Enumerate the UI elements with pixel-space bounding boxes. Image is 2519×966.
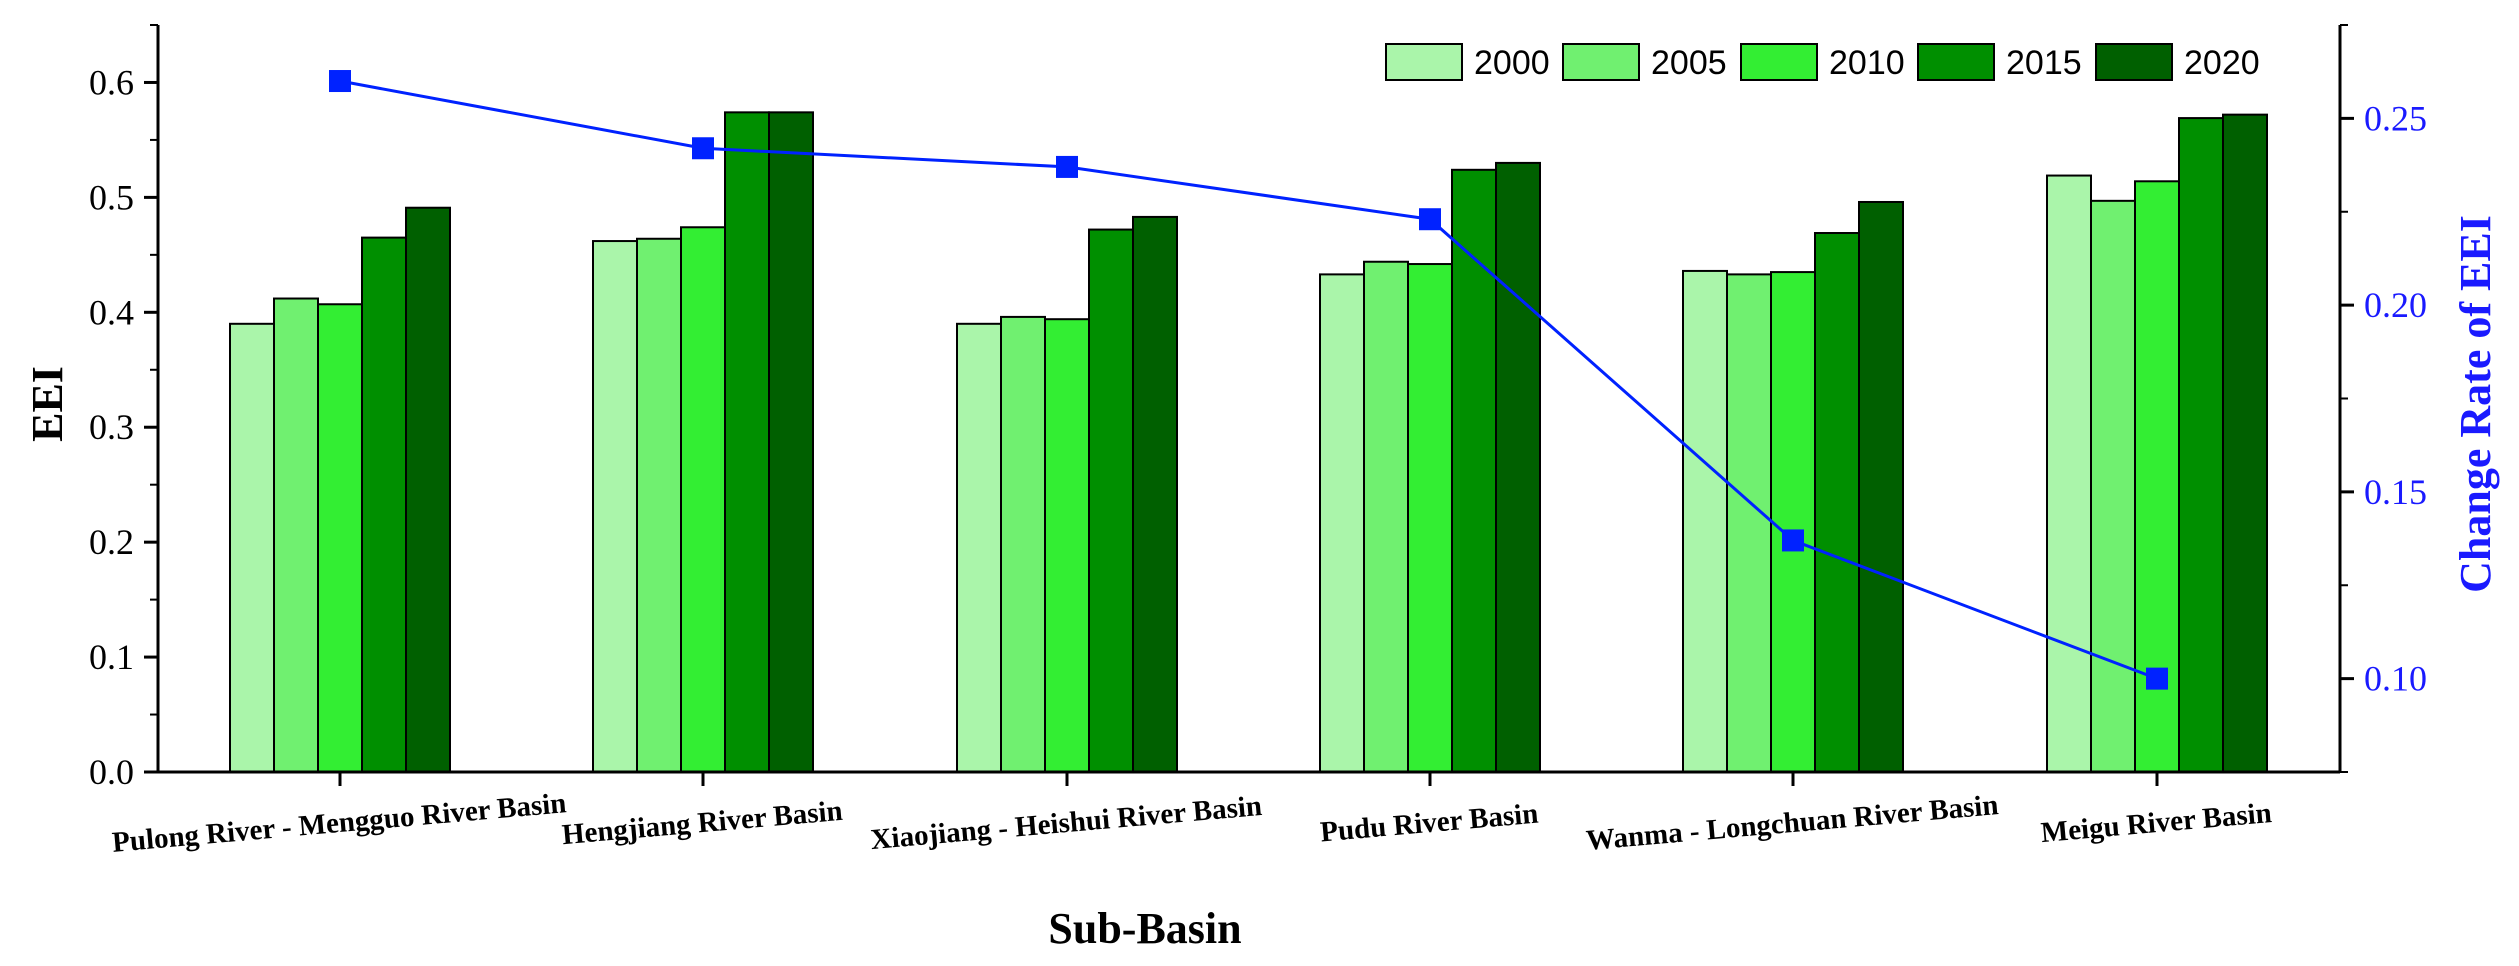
- bar-2000-6: [2046, 174, 2092, 773]
- bar-2020-6: [2222, 113, 2268, 773]
- y2-tick-label: 0.10: [2364, 659, 2427, 699]
- legend-label-2015: 2015: [2006, 44, 2082, 82]
- y2-axis-title: Change Rate of EEI: [2451, 215, 2500, 593]
- bar-2010-1: [317, 303, 363, 773]
- x-axis-title: Sub-Basin: [1048, 904, 1241, 953]
- x-category-label: Wanma - Longchuan River Basin: [1585, 789, 2000, 857]
- x-category-label: Pulong River - Mengguo River Basin: [111, 787, 568, 859]
- x-category-label: Pudu River Basin: [1319, 798, 1540, 849]
- bar-2005-6: [2090, 199, 2136, 773]
- bar-2020-2: [768, 111, 814, 773]
- legend-swatch-2020: [2095, 43, 2173, 81]
- y-tick-label: 0.3: [89, 407, 134, 447]
- y-tick-label: 0.1: [89, 637, 134, 677]
- legend: 2000 2005 2010 2015 2020: [1385, 43, 2260, 82]
- legend-swatch-2010: [1740, 43, 1818, 81]
- change-rate-marker-6: [2146, 667, 2168, 690]
- bar-2000-1: [229, 322, 275, 773]
- change-rate-marker-3: [1056, 155, 1078, 178]
- x-category-label: Meigu River Basin: [2040, 797, 2273, 849]
- bar-2000-4: [1319, 273, 1365, 773]
- bar-2010-4: [1407, 263, 1453, 773]
- bars-layer: [229, 111, 2268, 774]
- legend-swatch-2015: [1917, 43, 1995, 81]
- bar-2015-3: [1088, 228, 1134, 774]
- bar-2005-2: [636, 237, 682, 774]
- change-rate-line: [339, 79, 2158, 681]
- bar-2020-1: [405, 206, 451, 773]
- y-tick-label: 0.5: [89, 177, 134, 217]
- bar-2015-2: [724, 111, 770, 773]
- y-tick-label: 0.6: [89, 62, 134, 102]
- bar-2020-5: [1858, 200, 1904, 773]
- legend-label-2005: 2005: [1651, 44, 1727, 82]
- legend-swatch-2000: [1385, 43, 1463, 81]
- bar-2015-6: [2178, 117, 2224, 773]
- legend-label-2010: 2010: [1829, 44, 1905, 82]
- bar-2005-5: [1726, 273, 1772, 773]
- bar-2015-1: [361, 236, 407, 774]
- change-rate-marker-4: [1419, 208, 1441, 231]
- y2-tick-label: 0.25: [2364, 98, 2427, 138]
- bar-2000-3: [956, 322, 1002, 773]
- bar-2005-3: [1000, 315, 1046, 773]
- y-tick-label: 0.4: [89, 292, 134, 332]
- bar-2015-5: [1814, 232, 1860, 774]
- bar-2000-2: [592, 240, 638, 774]
- change-rate-marker-2: [692, 137, 714, 160]
- y-axis-title: EEI: [23, 366, 72, 442]
- bar-2005-1: [273, 297, 319, 773]
- bar-2000-5: [1682, 269, 1728, 773]
- bar-2020-4: [1495, 161, 1541, 773]
- y-tick-label: 0.0: [89, 752, 134, 792]
- x-category-label: Hengjiang River Basin: [561, 795, 844, 851]
- legend-label-2000: 2000: [1474, 44, 1550, 82]
- change-rate-marker-1: [329, 70, 351, 93]
- bar-2010-5: [1770, 271, 1816, 773]
- y-tick-label: 0.2: [89, 522, 134, 562]
- y2-tick-label: 0.15: [2364, 472, 2427, 512]
- x-category-label: Xiaojiang - Heishui River Basin: [869, 790, 1263, 856]
- bar-2020-3: [1132, 215, 1178, 774]
- change-rate-line-layer: [329, 70, 2168, 690]
- bar-2005-4: [1363, 260, 1409, 773]
- bar-2010-2: [680, 226, 726, 774]
- legend-label-2020: 2020: [2184, 44, 2260, 82]
- change-rate-marker-5: [1782, 529, 1804, 552]
- y2-tick-label: 0.20: [2364, 285, 2427, 325]
- legend-swatch-2005: [1562, 43, 1640, 81]
- bar-2010-3: [1044, 318, 1090, 773]
